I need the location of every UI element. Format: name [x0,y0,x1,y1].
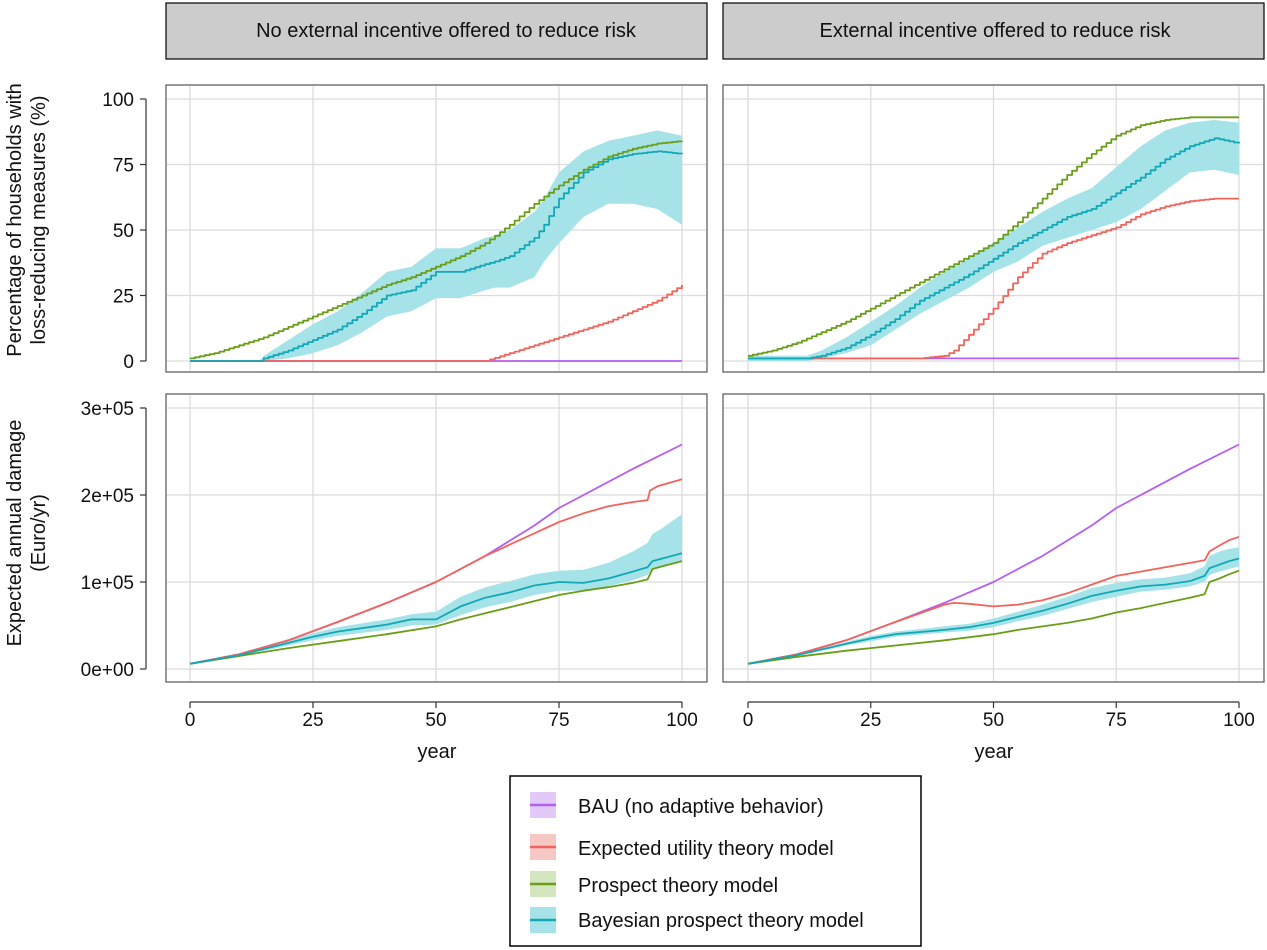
series-line-bayesian-prospect-theory-model [189,552,683,665]
series-line-expected-utility-theory-model [747,535,1240,665]
x-tick-label: 50 [425,710,446,731]
facet-title-left: No external incentive offered to reduce … [256,20,637,42]
legend-box [509,775,922,947]
y-tick-label: 1e+05 [81,573,134,594]
legend-label-pt: Prospect theory model [578,875,778,897]
series-line-bayesian-prospect-theory-model [747,557,1240,665]
series-line-bayesian-prospect-theory-model [190,150,683,362]
legend-item-bau: BAU (no adaptive behavior) [530,792,824,818]
y-tick-label: 3e+05 [81,399,134,420]
ylabel-damage-line2: (Euro/yr) [28,494,50,572]
y-tick-label: 25 [113,287,134,308]
series-line-prospect-theory-model [747,569,1240,665]
x-tick-label: 75 [1106,710,1127,731]
facet-strip-right: External incentive offered to reduce ris… [722,2,1265,60]
facet-title-right: External incentive offered to reduce ris… [820,20,1172,42]
y-tick-label: 100 [102,90,134,111]
y-tick-label: 75 [113,156,134,177]
uncertainty-band-bayesian-prospect-theory-model [190,514,682,664]
legend-label-eut: Expected utility theory model [578,838,834,860]
uncertainty-band-bayesian-prospect-theory-model [748,120,1239,361]
series-line-prospect-theory-model [189,560,683,665]
series-line-expected-utility-theory-model [190,285,683,362]
panel-series-adoption-1 [748,116,1240,361]
series-line-prospect-theory-model [748,116,1239,357]
legend: BAU (no adaptive behavior) Expected util… [509,775,922,947]
series-line-expected-utility-theory-model [189,478,683,665]
ylabel-damage: Expected annual damage (Euro/yr) [4,420,50,647]
ylabel-adoption-line2: loss-reducing measures (%) [28,96,50,345]
legend-item-pt: Prospect theory model [530,871,778,897]
legend-item-bpt: Bayesian prospect theory model [530,907,864,933]
y-tick-label: 2e+05 [81,486,134,507]
ylabel-adoption-line1: Percentage of households with [4,83,26,357]
y-tick-label: 50 [113,221,134,242]
ylabel-adoption: Percentage of households with loss-reduc… [4,83,50,357]
panel-series-damage-1 [747,443,1240,665]
panel-series-adoption-0 [190,130,683,362]
legend-label-bpt: Bayesian prospect theory model [578,910,864,932]
axis-layer: 0 25 50 75 100 0e+00 1e+05 2e+05 3e+05 0 25 50 75 100… [81,90,1255,731]
series-line-prospect-theory-model [190,140,683,360]
x-tick-label: 25 [860,710,881,731]
series-line-bayesian-prospect-theory-model [748,137,1240,360]
legend-label-bau: BAU (no adaptive behavior) [578,796,824,818]
x-tick-label: 0 [743,710,754,731]
panel-series-damage-0 [189,443,683,665]
facet-strip-left: No external incentive offered to reduce … [165,2,708,60]
xlabel-left: year [418,741,457,763]
x-tick-label: 50 [983,710,1004,731]
y-tick-label: 0e+00 [81,660,134,681]
legend-item-eut: Expected utility theory model [530,834,834,860]
x-tick-label: 100 [666,710,698,731]
x-tick-label: 25 [302,710,323,731]
series-line-expected-utility-theory-model [748,197,1239,360]
xlabel-right: year [975,741,1014,763]
x-tick-label: 0 [185,710,196,731]
ylabel-damage-line1: Expected annual damage [4,420,26,647]
y-tick-label: 0 [123,352,134,373]
data-layer [189,116,1240,665]
x-tick-label: 75 [548,710,569,731]
x-tick-label: 100 [1223,710,1255,731]
